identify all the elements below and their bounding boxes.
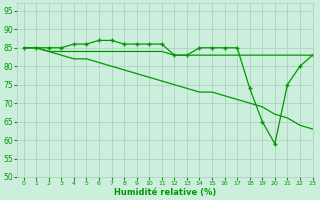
X-axis label: Humidité relative (%): Humidité relative (%): [114, 188, 216, 197]
